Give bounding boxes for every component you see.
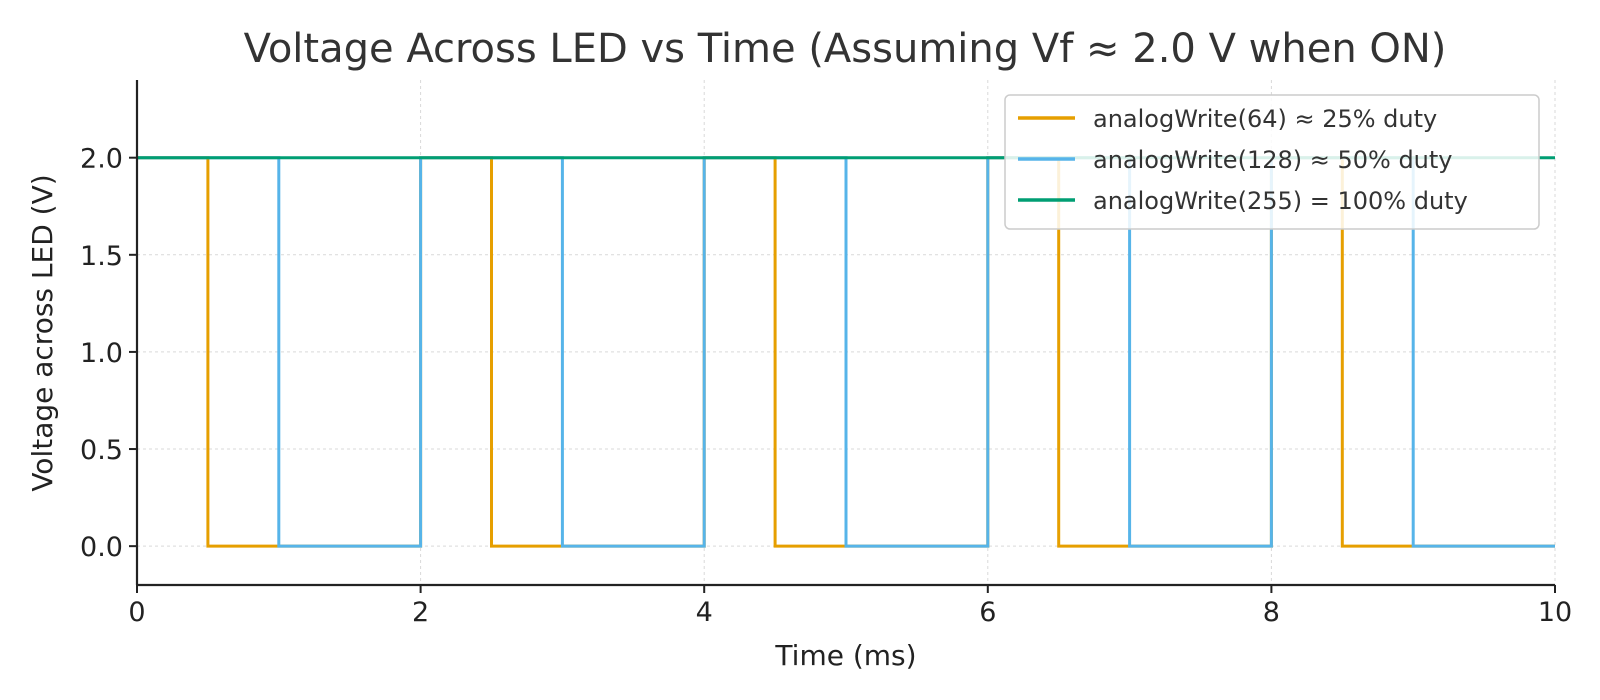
x-tick-label: 4 — [696, 597, 713, 628]
y-tick-label: 1.0 — [80, 338, 123, 369]
x-tick-label: 2 — [412, 597, 429, 628]
y-axis-label: Voltage across LED (V) — [26, 174, 59, 491]
y-tick-label: 0.0 — [80, 532, 123, 563]
chart-title: Voltage Across LED vs Time (Assuming Vf … — [244, 26, 1447, 72]
legend-box — [1004, 94, 1540, 230]
legend-label: analogWrite(255) = 100% duty — [1093, 187, 1468, 215]
y-tick-label: 0.5 — [80, 435, 123, 466]
y-ticks: 0.0 0.5 1.0 1.5 2.0 — [80, 144, 137, 563]
x-ticks: 0 2 4 6 8 10 — [128, 585, 1572, 628]
x-tick-label: 8 — [1263, 597, 1280, 628]
y-tick-label: 1.5 — [80, 241, 123, 272]
x-tick-label: 10 — [1538, 597, 1572, 628]
x-axis-label: Time (ms) — [774, 639, 916, 672]
legend: analogWrite(64) ≈ 25% duty analogWrite(12… — [1004, 94, 1540, 230]
legend-label: analogWrite(128) ≈ 50% duty — [1093, 146, 1453, 174]
legend-label: analogWrite(64) ≈ 25% duty — [1093, 105, 1437, 133]
axes — [135, 80, 1555, 587]
y-tick-label: 2.0 — [80, 144, 123, 175]
x-tick-label: 0 — [128, 597, 145, 628]
x-tick-label: 6 — [979, 597, 996, 628]
